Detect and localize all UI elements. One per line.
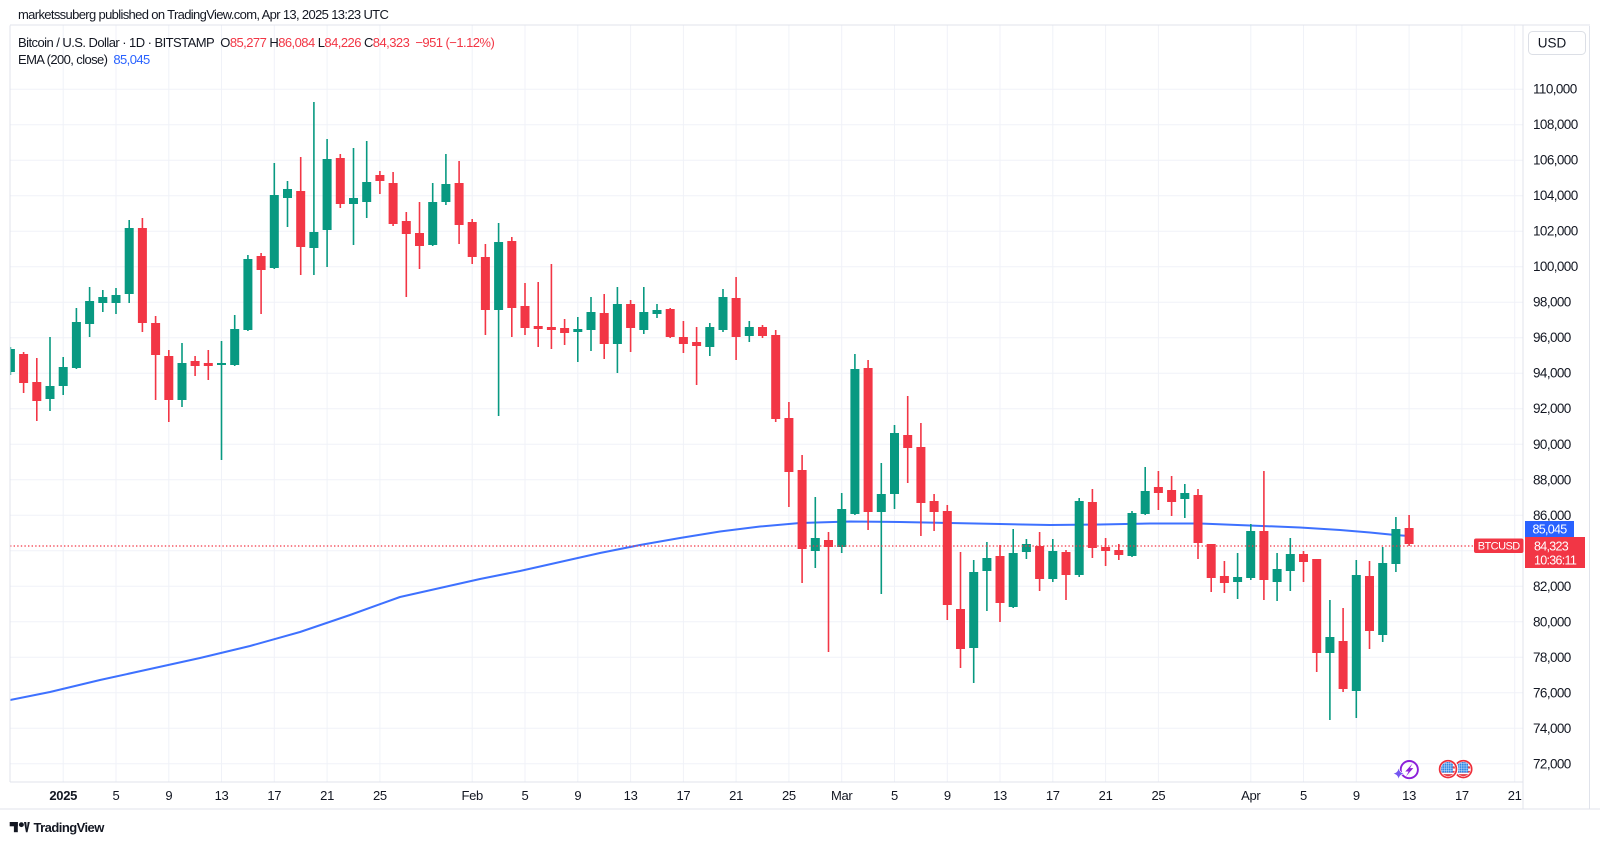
svg-text:86,000: 86,000	[1533, 508, 1571, 523]
svg-text:21: 21	[729, 788, 743, 803]
svg-text:17: 17	[1046, 788, 1060, 803]
svg-text:80,000: 80,000	[1533, 614, 1571, 629]
svg-text:BTCUSD: BTCUSD	[1478, 541, 1521, 553]
svg-text:104,000: 104,000	[1533, 188, 1578, 203]
svg-text:17: 17	[676, 788, 690, 803]
svg-text:74,000: 74,000	[1533, 721, 1571, 736]
svg-text:USD: USD	[1538, 36, 1567, 51]
svg-text:108,000: 108,000	[1533, 117, 1578, 132]
svg-text:9: 9	[1353, 788, 1360, 803]
svg-text:25: 25	[1151, 788, 1165, 803]
svg-text:21: 21	[1099, 788, 1113, 803]
svg-text:9: 9	[944, 788, 951, 803]
svg-text:5: 5	[522, 788, 529, 803]
svg-text:96,000: 96,000	[1533, 330, 1571, 345]
svg-text:82,000: 82,000	[1533, 579, 1571, 594]
svg-text:76,000: 76,000	[1533, 685, 1571, 700]
svg-text:Apr: Apr	[1241, 788, 1261, 803]
svg-text:88,000: 88,000	[1533, 472, 1571, 487]
svg-text:102,000: 102,000	[1533, 224, 1578, 239]
svg-text:92,000: 92,000	[1533, 401, 1571, 416]
svg-text:9: 9	[574, 788, 581, 803]
svg-text:84,323: 84,323	[1534, 540, 1569, 554]
svg-text:17: 17	[267, 788, 281, 803]
svg-text:13: 13	[1402, 788, 1416, 803]
svg-text:94,000: 94,000	[1533, 366, 1571, 381]
svg-text:106,000: 106,000	[1533, 153, 1578, 168]
svg-text:5: 5	[1300, 788, 1307, 803]
svg-text:Feb: Feb	[461, 788, 483, 803]
svg-text:9: 9	[165, 788, 172, 803]
svg-text:21: 21	[1508, 788, 1522, 803]
svg-text:10:36:11: 10:36:11	[1534, 554, 1577, 568]
svg-text:13: 13	[624, 788, 638, 803]
svg-text:85,045: 85,045	[1532, 523, 1567, 537]
svg-text:Mar: Mar	[831, 788, 853, 803]
svg-text:78,000: 78,000	[1533, 650, 1571, 665]
svg-text:110,000: 110,000	[1533, 82, 1577, 97]
svg-text:25: 25	[782, 788, 796, 803]
svg-text:2025: 2025	[49, 788, 77, 803]
svg-text:5: 5	[113, 788, 120, 803]
svg-text:72,000: 72,000	[1533, 756, 1571, 771]
svg-text:5: 5	[891, 788, 898, 803]
svg-text:17: 17	[1455, 788, 1469, 803]
svg-text:98,000: 98,000	[1533, 295, 1571, 310]
svg-text:13: 13	[993, 788, 1007, 803]
svg-text:25: 25	[373, 788, 387, 803]
svg-text:90,000: 90,000	[1533, 437, 1571, 452]
svg-text:100,000: 100,000	[1533, 259, 1578, 274]
svg-text:21: 21	[320, 788, 334, 803]
svg-text:13: 13	[215, 788, 229, 803]
